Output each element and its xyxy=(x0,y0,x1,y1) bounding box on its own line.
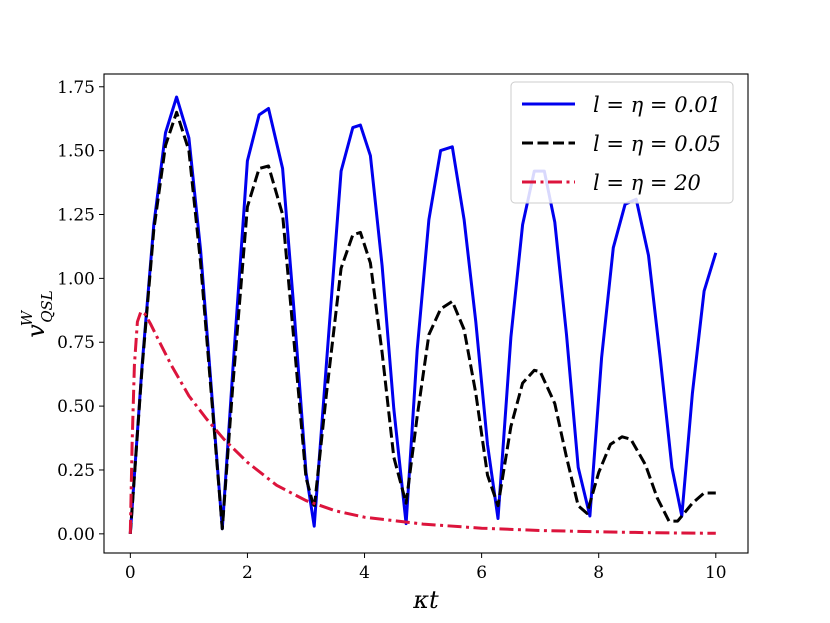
x-axis-ticks: 0 2 4 6 8 10 xyxy=(125,553,727,583)
x-tick-label: 0 xyxy=(125,563,136,583)
x-axis-label: κt xyxy=(412,586,439,614)
plot-frame xyxy=(103,73,749,554)
y-tick-label: 0.00 xyxy=(57,525,95,545)
series-line-3 xyxy=(128,310,716,535)
y-tick-label: 1.00 xyxy=(57,269,95,289)
y-tick-label: 1.50 xyxy=(57,142,95,162)
series-line-2 xyxy=(128,110,716,534)
x-tick-label: 4 xyxy=(359,563,370,583)
x-tick-label: 2 xyxy=(242,563,253,583)
legend-box xyxy=(510,81,734,204)
legend-label-series-1: l = η = 0.01 xyxy=(593,93,721,117)
legend-label-series-2: l = η = 0.05 xyxy=(593,132,721,156)
x-tick-label: 6 xyxy=(476,563,487,583)
legend: l = η = 0.01 l = η = 0.05 l = η = 20 xyxy=(510,81,734,204)
y-axis-label-sup: W xyxy=(18,309,36,326)
legend-label-series-3: l = η = 20 xyxy=(593,171,701,195)
series-layer xyxy=(128,95,718,535)
y-tick-label: 0.25 xyxy=(57,461,95,481)
y-axis-ticks: 0.00 0.25 0.50 0.75 1.00 1.25 1.50 1.75 xyxy=(57,78,104,545)
y-tick-label: 0.75 xyxy=(57,333,95,353)
y-axis-label-sub: QSL xyxy=(38,290,56,323)
y-axis-label-base: v xyxy=(22,324,50,338)
y-tick-label: 1.25 xyxy=(57,206,95,226)
y-axis-label: vW QSL xyxy=(18,290,56,338)
y-tick-label: 1.75 xyxy=(57,78,95,98)
y-tick-label: 0.50 xyxy=(57,397,95,417)
x-tick-label: 10 xyxy=(705,563,727,583)
x-tick-label: 8 xyxy=(593,563,604,583)
